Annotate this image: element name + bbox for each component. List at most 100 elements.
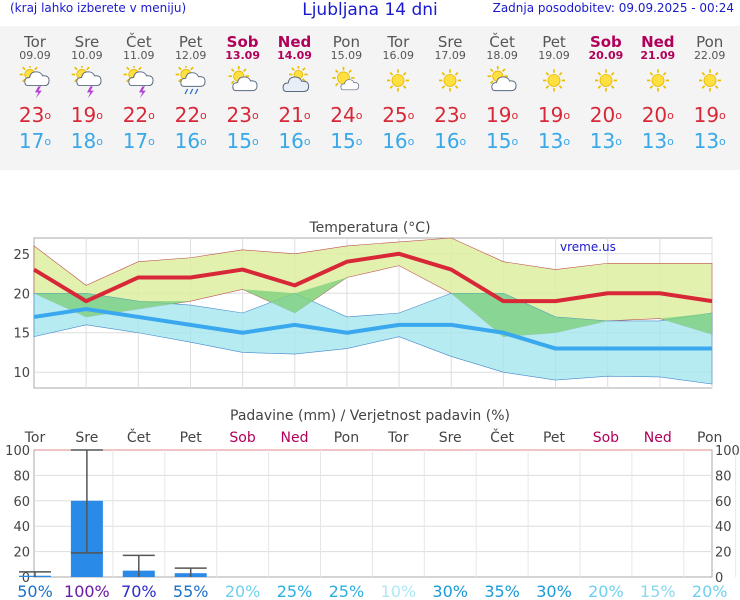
- y-tick-label: 10: [13, 366, 30, 381]
- min-temp: 13o: [693, 129, 726, 153]
- max-temp: 23o: [18, 103, 52, 127]
- precip-probability: 10%: [381, 582, 417, 600]
- day-date: 10.09: [71, 49, 103, 62]
- day-date: 11.09: [123, 49, 155, 62]
- day-date: 20.09: [588, 49, 624, 62]
- precip-probability: 20%: [588, 582, 624, 600]
- precip-probability: 25%: [277, 582, 313, 600]
- sun-cloud-lightning-icon: [71, 66, 102, 99]
- sun-small-cloud-icon: [332, 66, 360, 91]
- day-column: Pet 19.09 19o 13o: [527, 26, 581, 154]
- day-date: 15.09: [330, 49, 363, 62]
- min-temp: 16o: [278, 129, 311, 153]
- y-tick-label-right: 40: [715, 520, 732, 535]
- y-tick-label: 25: [13, 248, 30, 263]
- day-name: Pet: [178, 33, 203, 51]
- day-name: Sre: [74, 33, 100, 51]
- precipitation-chart-title: Padavine (mm) / Verjetnost padavin (%): [230, 408, 510, 424]
- day-name: Ned: [277, 33, 312, 51]
- min-temp: 13o: [641, 129, 674, 153]
- min-temp: 16o: [174, 129, 207, 153]
- max-temp: 23o: [434, 103, 467, 127]
- min-temp: 15o: [226, 129, 259, 153]
- x-tick-label: Čet: [127, 428, 151, 446]
- sun-icon: [439, 69, 462, 92]
- y-tick-label-left: 80: [13, 469, 30, 484]
- sun-cloud-icon: [228, 66, 258, 92]
- day-date: 17.09: [434, 49, 466, 62]
- sun-icon: [387, 69, 410, 92]
- min-temp: 18o: [70, 129, 103, 153]
- min-temp: 13o: [589, 129, 622, 153]
- precip-probability: 30%: [432, 582, 468, 600]
- daily-forecast: Tor 09.09 23o 17o Sre 10.09 19o 18o Čet 11.09 22o 1…: [0, 26, 740, 170]
- sun-icon: [542, 69, 566, 92]
- x-tick-label: Pon: [697, 430, 722, 446]
- day-date: 12.09: [174, 49, 207, 62]
- day-column: Ned 14.09 21o 16o: [268, 26, 322, 154]
- min-temp: 17o: [18, 129, 52, 153]
- day-column: Ned 21.09 20o 13o: [631, 26, 685, 154]
- day-name: Sob: [589, 33, 622, 51]
- y-tick-label-right: 20: [715, 546, 732, 561]
- x-tick-label: Sre: [439, 430, 462, 446]
- y-tick-label-right: 0: [715, 571, 723, 586]
- cloud-icon: [282, 66, 309, 93]
- y-tick-label-right: 80: [715, 469, 732, 484]
- precip-probability: 20%: [692, 582, 728, 600]
- temperature-chart-title: Temperatura (°C): [308, 220, 430, 236]
- x-tick-label: Sre: [75, 430, 98, 446]
- day-column: Tor 09.09 23o 17o: [8, 26, 62, 154]
- day-date: 18.09: [486, 49, 518, 62]
- day-date: 16.09: [382, 49, 415, 62]
- precip-probability: 70%: [121, 582, 157, 600]
- day-column: Sob 20.09 20o 13o: [579, 26, 633, 154]
- y-tick-label-left: 100: [5, 444, 30, 459]
- forecast-charts: Temperatura (°C) 10 15 20 25 vreme.us Padavine…: [5, 220, 740, 600]
- day-name: Sob: [226, 33, 259, 51]
- min-temp: 13o: [537, 129, 571, 153]
- day-name: Čet: [126, 33, 152, 51]
- day-date: 14.09: [277, 49, 312, 62]
- menu-hint[interactable]: (kraj lahko izberete v meniju): [10, 1, 187, 15]
- y-tick-label: 20: [13, 287, 30, 302]
- x-tick-label: Čet: [490, 428, 514, 446]
- y-tick-label-left: 60: [13, 495, 30, 510]
- sun-icon: [594, 69, 617, 92]
- x-tick-label: Ned: [281, 430, 309, 446]
- sun-cloud-lightning-icon: [19, 66, 50, 99]
- max-temp: 25o: [382, 103, 415, 127]
- header-bar: (kraj lahko izberete v meniju) Ljubljana…: [0, 0, 740, 20]
- watermark: vreme.us: [560, 240, 616, 254]
- x-tick-label: Tor: [24, 430, 46, 446]
- x-tick-label: Ned: [644, 430, 672, 446]
- day-name: Ned: [641, 33, 675, 51]
- max-temp: 19o: [693, 103, 726, 127]
- sun-cloud-icon: [487, 66, 517, 92]
- precip-probability: 20%: [225, 582, 261, 600]
- day-column: Čet 11.09 22o 17o: [112, 26, 166, 154]
- x-tick-label: Pet: [543, 430, 566, 446]
- day-name: Sre: [437, 33, 463, 51]
- y-tick-label-left: 40: [13, 520, 30, 535]
- sun-cloud-lightning-icon: [123, 66, 154, 99]
- x-tick-label: Pet: [180, 430, 203, 446]
- min-temp-line: [33, 307, 712, 351]
- max-temp: 24o: [330, 103, 363, 127]
- day-column: Sre 10.09 19o 18o: [60, 26, 114, 154]
- precip-probability: 25%: [329, 582, 365, 600]
- day-name: Čet: [489, 33, 515, 51]
- y-tick-label-right: 60: [715, 495, 732, 510]
- x-tick-label: Pon: [334, 430, 359, 446]
- day-column: Sre 17.09 23o 16o: [423, 26, 477, 154]
- sun-icon: [698, 69, 721, 92]
- day-name: Tor: [387, 33, 410, 51]
- precip-probability: 15%: [640, 582, 676, 600]
- day-column: Čet 18.09 19o 15o: [475, 26, 529, 154]
- day-column: Pon 22.09 19o 13o: [683, 26, 737, 154]
- precip-probability: 100%: [64, 582, 110, 600]
- min-temp: 16o: [382, 129, 415, 153]
- day-name: Pon: [696, 33, 724, 51]
- max-temp: 19o: [70, 103, 103, 127]
- day-column: Pet 12.09 22o 16o: [164, 26, 218, 154]
